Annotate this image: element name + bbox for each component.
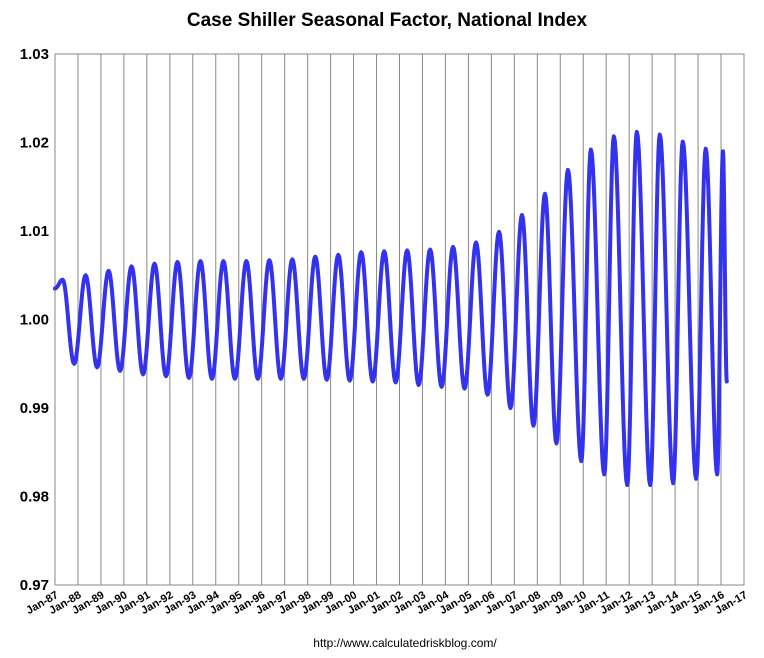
y-axis-tick-labels: 0.97 0.98 0.99 1.00 1.01 1.02 1.03 (20, 46, 49, 594)
chart-title: Case Shiller Seasonal Factor, National I… (187, 10, 588, 31)
y-tick-label: 1.03 (20, 46, 49, 63)
y-tick-label: 1.02 (20, 135, 49, 152)
source-url: http://www.calculatedriskblog.com/ (313, 636, 497, 650)
y-tick-label: 1.00 (20, 312, 49, 329)
y-tick-label: 0.98 (20, 489, 49, 506)
y-tick-label: 1.01 (20, 223, 49, 240)
y-tick-label: 0.99 (20, 400, 49, 417)
plot-area-border (54, 53, 745, 586)
y-tick-label: 0.97 (20, 577, 49, 594)
series-line-seasonal-factor (53, 129, 729, 487)
